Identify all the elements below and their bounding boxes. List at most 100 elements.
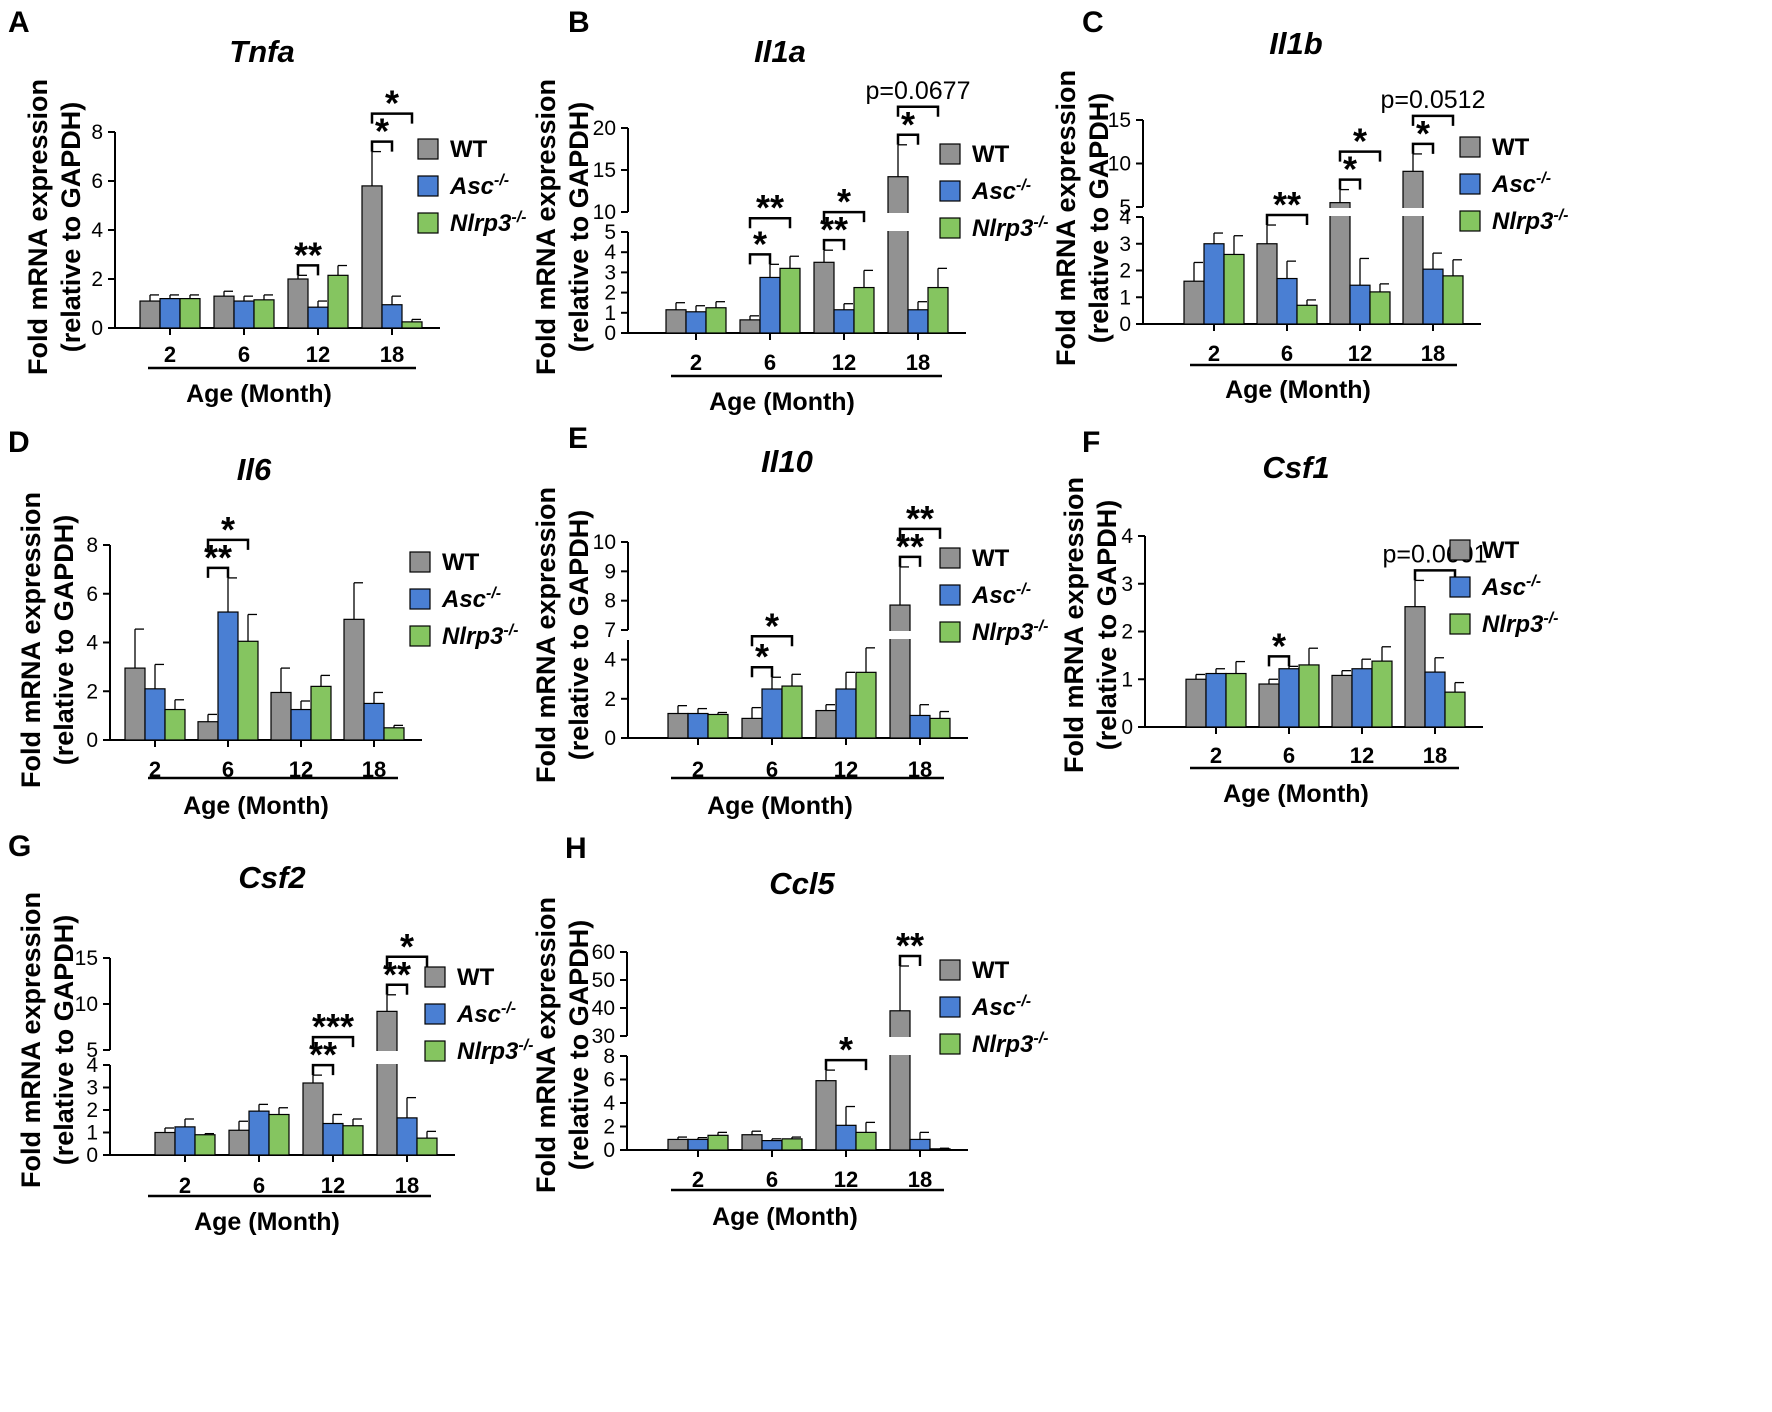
p-value-label: p=0.0512 [1381,86,1486,114]
legend-label-sup: -/- [1033,214,1048,231]
y-tick-label: 0 [604,322,616,345]
chart-panel-a: A Tnfa Fold mRNA expression (relative to GA… [8,6,526,408]
significance-stars: * [755,636,769,677]
legend-label-main: WT [1492,134,1530,161]
x-tick-label: 6 [238,342,250,367]
y-tick-label: 4 [604,241,616,264]
legend-label-main: Asc [971,178,1016,205]
y-tick-label: 4 [86,632,98,655]
bracket-line [898,527,942,539]
bar-asc [144,688,166,741]
y-axis-label: Fold mRNA expression (relative to GAPDH) [531,897,594,1193]
bracket-line [296,264,320,276]
y-tick-label: 0 [91,317,103,340]
x-axis-label: Age (Month) [186,380,332,408]
legend-swatch-wt [409,551,431,573]
y-tick-label: 40 [592,997,615,1020]
y-axis-label-line: Fold mRNA expression [531,897,561,1193]
bar-asc [687,712,709,739]
legend-label-nlrp3: Nlrp3-/- [972,214,1048,242]
legend-label-asc: Asc-/- [971,177,1031,205]
chart-panel-e: E Il10 Fold mRNA expression (relative to GA… [531,422,1048,820]
legend-label-asc: Asc-/- [1491,170,1551,198]
bar-wt [889,1010,911,1151]
bracket-line [206,566,230,578]
bracket-line [1411,142,1435,154]
bar-asc [907,309,929,334]
panel-letter: G [8,830,31,863]
y-tick-label: 3 [604,261,616,284]
significance-bracket: * [1267,625,1291,666]
significance-bracket: ** [294,234,322,275]
x-tick-label: 2 [690,350,702,375]
bar-wt [1256,243,1278,325]
significance-bracket: p=0.0677 [866,77,970,117]
x-axis-label: Age (Month) [1223,780,1369,808]
y-tick-label: 0 [86,729,98,752]
legend-swatch-asc [409,588,431,610]
legend-label-main: Asc [1481,574,1526,601]
legend-swatch-nlrp3 [409,625,431,647]
legend-label-wt: WT [457,964,495,991]
bar-asc [833,309,855,334]
significance-stars: ** [906,498,934,539]
bracket-line [1338,150,1382,162]
significance-stars: ** [1273,184,1301,225]
legend-swatch-nlrp3 [1449,613,1471,635]
y-axis-label-line: Fold mRNA expression [23,79,53,375]
bar-nlrp3 [327,274,349,329]
chart-title: Ccl5 [769,866,835,901]
bar-nlrp3 [1298,664,1320,728]
bar-nlrp3 [927,286,949,334]
significance-stars: * [901,104,915,145]
y-tick-label: 2 [603,1116,615,1139]
y-tick-label: 1 [86,1122,98,1145]
y-axis-label: Fold mRNA expression (relative to GAPDH) [1051,70,1114,366]
x-tick-label: 2 [149,757,161,782]
bar-asc [1349,284,1371,325]
y-tick-label: 0 [1119,313,1131,336]
bracket-line [748,253,772,265]
x-tick-label: 6 [766,757,778,782]
bracket-line [1338,178,1362,190]
significance-bracket: * [822,181,866,223]
bar-asc [1278,668,1300,728]
y-tick-label: 6 [91,170,103,193]
significance-bracket: ** [1265,184,1309,226]
chart-title: Il10 [761,444,813,479]
y-axis-label: Fold mRNA expression (relative to GAPDH) [1059,477,1122,773]
bar-wt [197,721,219,741]
bar-asc [381,304,403,329]
bar-nlrp3 [416,1137,438,1156]
y-tick-label: 2 [604,688,616,711]
bracket-line [1411,114,1455,126]
legend-label-main: Nlrp3 [1482,611,1544,638]
legend-label-main: Asc [971,582,1016,609]
legend-label-sup: -/- [1536,170,1551,187]
legend-label-wt: WT [450,136,488,163]
bar-asc [307,306,329,329]
bracket-line [311,1035,355,1048]
legend-swatch-wt [417,138,439,160]
bar-asc [1424,671,1446,728]
y-axis-label-line: (relative to GAPDH) [1092,500,1122,751]
y-axis-label-line: (relative to GAPDH) [564,510,594,761]
legend-label-wt: WT [442,549,480,576]
bar-wt [376,1010,398,1156]
chart-panel-h: H Ccl5 Fold mRNA expression (relative to GA… [531,832,1048,1231]
y-axis-label-line: Fold mRNA expression [1059,477,1089,773]
bracket-line [370,140,394,152]
y-tick-label: 10 [593,531,616,554]
y-axis-label-line: Fold mRNA expression [531,79,561,375]
bracket-line [748,216,792,229]
bar-nlrp3 [164,708,186,741]
legend-label-sup: -/- [1033,618,1048,635]
bar-asc [174,1126,196,1156]
bar-wt [887,176,909,334]
bar-asc [1351,668,1373,728]
legend-swatch-asc [1449,576,1471,598]
bar-asc [1205,672,1227,728]
y-tick-label: 15 [75,947,98,970]
bar-asc [761,1139,783,1151]
